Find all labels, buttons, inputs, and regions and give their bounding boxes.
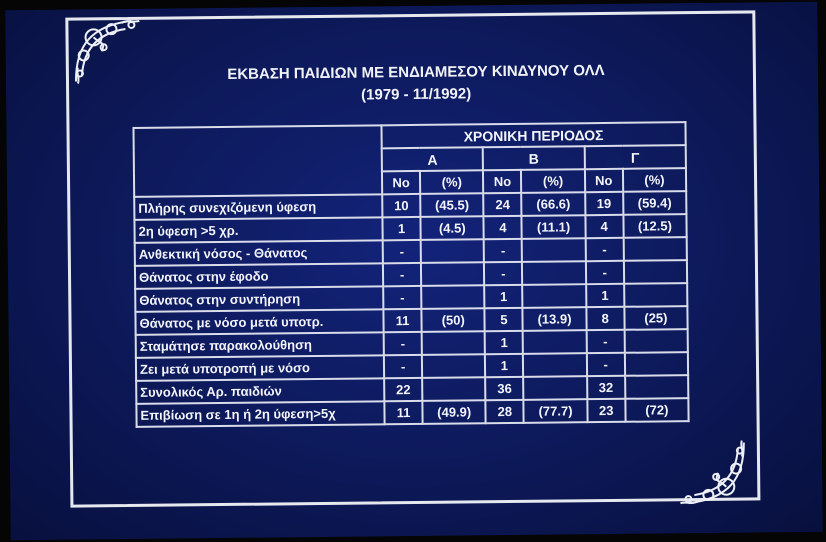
- table-cell: 11: [383, 308, 422, 333]
- table-cell: (45.5): [420, 193, 484, 217]
- table-cell: [522, 284, 587, 308]
- table-cell: [623, 237, 687, 261]
- table-row: Επιβίωση σε 1η ή 2η ύφεση>5χ 11 (49.9) 28 (7…: [136, 398, 689, 427]
- table-cell: [624, 352, 689, 376]
- table-cell: (59.4): [622, 191, 687, 215]
- row-label: Σταμάτησε παρακολούθηση: [135, 332, 384, 358]
- subheader: No: [381, 170, 421, 195]
- table-cell: 22: [384, 377, 423, 402]
- table-cell: 1: [585, 283, 625, 308]
- table-cell: 4: [585, 214, 624, 239]
- subheader: No: [584, 168, 623, 193]
- table-cell: (77.7): [523, 399, 588, 423]
- table-cell: -: [383, 354, 423, 379]
- row-label: Θάνατος με νόσο μετά υποτρ.: [135, 309, 384, 335]
- table-cell: [522, 261, 586, 285]
- table-cell: (12.5): [623, 214, 687, 238]
- table-cell: [422, 354, 486, 378]
- table-cell: -: [382, 262, 422, 287]
- table-cell: [422, 377, 486, 401]
- row-label: Ζει μετά υποτροπή με νόσο: [135, 355, 385, 381]
- ornament-corner-icon: [680, 440, 745, 505]
- table-cell: -: [383, 331, 423, 356]
- table-cell: -: [484, 261, 523, 286]
- table-cell: [623, 283, 688, 307]
- table-cell: 4: [483, 215, 523, 240]
- table-cell: (25): [624, 306, 688, 330]
- outcome-table: ΧΡΟΝΙΚΗ ΠΕΡΙΟΔΟΣ Α Β Γ No (%) No (%) No …: [132, 121, 689, 428]
- table-cell: 19: [584, 191, 624, 216]
- ornament-corner-icon: [74, 19, 140, 84]
- row-label: 2η ύφεση >5 χρ.: [134, 217, 383, 243]
- group-header-b: Β: [483, 146, 585, 171]
- table-cell: (50): [421, 308, 485, 332]
- table-cell: (49.9): [422, 400, 486, 424]
- table-cell: -: [586, 352, 625, 377]
- table-cell: -: [383, 285, 422, 310]
- period-header: ΧΡΟΝΙΚΗ ΠΕΡΙΟΔΟΣ: [381, 122, 686, 149]
- corner-cell: [133, 125, 383, 197]
- table-cell: 11: [384, 400, 423, 425]
- table-cell: 24: [483, 192, 522, 217]
- row-label: Ανθεκτική νόσος - Θάνατος: [134, 240, 383, 266]
- table-cell: [523, 376, 587, 400]
- table-cell: 1: [484, 284, 523, 309]
- table-cell: [624, 329, 688, 353]
- table-cell: 8: [586, 306, 625, 331]
- table-cell: 5: [484, 307, 524, 332]
- table-cell: -: [585, 237, 624, 262]
- row-label: Επιβίωση σε 1η ή 2η ύφεση>5χ: [136, 401, 385, 427]
- group-header-a: Α: [381, 147, 484, 172]
- table-cell: [522, 238, 586, 262]
- table-cell: [523, 353, 587, 377]
- table-cell: -: [483, 238, 523, 263]
- row-label: Πλήρης συνεχιζόμενη ύφεση: [134, 194, 383, 220]
- table-cell: 10: [382, 193, 421, 218]
- table-cell: -: [585, 260, 624, 285]
- subheader: (%): [420, 170, 484, 194]
- table-cell: [421, 331, 486, 355]
- table-cell: -: [586, 329, 625, 354]
- table-cell: [624, 375, 689, 399]
- table-cell: 23: [586, 398, 626, 423]
- slide: ΕΚΒΑΣΗ ΠΑΙΔΙΩΝ ΜΕ ΕΝΔΙΑΜΕΣΟΥ ΚΙΝΔΥΝΟΥ ΟΛ…: [5, 1, 823, 541]
- table-cell: (11.1): [521, 215, 586, 239]
- table-cell: 1: [484, 330, 524, 355]
- table-cell: (13.9): [522, 307, 587, 331]
- table-cell: 32: [586, 375, 626, 400]
- table-cell: 36: [485, 376, 524, 401]
- subheader: (%): [521, 169, 585, 193]
- subheader: (%): [622, 168, 687, 192]
- table-cell: 1: [485, 353, 524, 378]
- table-cell: -: [382, 239, 422, 264]
- row-label: Συνολικός Αρ. παιδιών: [136, 378, 385, 404]
- table-cell: (4.5): [420, 216, 484, 240]
- table-cell: 28: [485, 399, 525, 424]
- table-cell: [420, 239, 485, 263]
- subheader: No: [483, 169, 522, 194]
- table-cell: [623, 260, 688, 284]
- row-label: Θάνατος στην έφοδο: [134, 263, 384, 289]
- table-cell: [421, 262, 485, 286]
- group-header-c: Γ: [584, 145, 686, 170]
- row-label: Θάνατος στην συντήρηση: [135, 286, 384, 312]
- table-cell: [421, 285, 485, 309]
- table-cell: (66.6): [521, 192, 586, 216]
- table-cell: (72): [625, 398, 689, 422]
- slide-title: ΕΚΒΑΣΗ ΠΑΙΔΙΩΝ ΜΕ ΕΝΔΙΑΜΕΣΟΥ ΚΙΝΔΥΝΟΥ ΟΛ…: [156, 59, 676, 108]
- table-cell: 1: [382, 216, 421, 241]
- table-cell: [523, 330, 587, 354]
